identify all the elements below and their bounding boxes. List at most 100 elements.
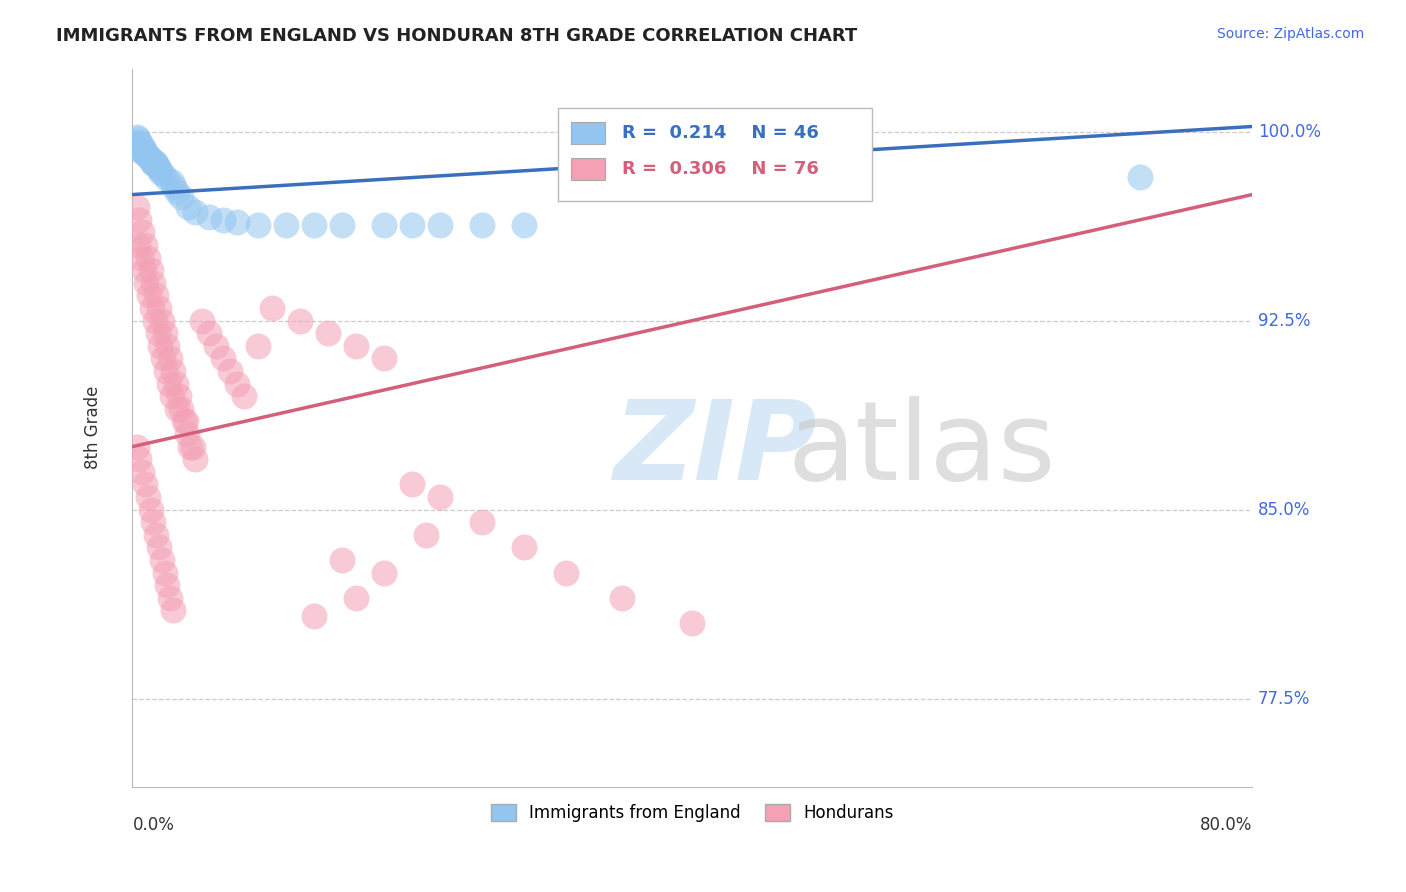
Point — [142, 154, 165, 169]
Point — [344, 591, 367, 605]
Point — [681, 616, 703, 631]
Point — [134, 238, 156, 252]
Point — [125, 129, 148, 144]
Text: atlas: atlas — [787, 396, 1056, 503]
Point — [415, 528, 437, 542]
Point — [139, 263, 162, 277]
Point — [373, 218, 395, 232]
Point — [166, 401, 188, 416]
Point — [125, 440, 148, 454]
Point — [304, 608, 326, 623]
Point — [129, 251, 152, 265]
Point — [139, 502, 162, 516]
Text: 92.5%: 92.5% — [1258, 311, 1310, 329]
Point — [145, 288, 167, 302]
Point — [143, 313, 166, 327]
Point — [176, 427, 198, 442]
Point — [513, 218, 536, 232]
Point — [429, 490, 451, 504]
Point — [131, 145, 153, 159]
Point — [136, 251, 159, 265]
Text: 100.0%: 100.0% — [1258, 122, 1320, 141]
Point — [212, 351, 235, 366]
Point — [148, 541, 170, 555]
Point — [401, 477, 423, 491]
Point — [149, 165, 172, 179]
Point — [290, 313, 312, 327]
Point — [219, 364, 242, 378]
Bar — [571, 122, 605, 144]
Point — [163, 180, 186, 194]
Point — [131, 139, 153, 153]
Point — [170, 190, 193, 204]
Point — [142, 276, 165, 290]
Point — [136, 150, 159, 164]
Point — [132, 142, 155, 156]
Text: R =  0.214    N = 46: R = 0.214 N = 46 — [621, 124, 818, 142]
Point — [205, 339, 228, 353]
Point — [181, 440, 204, 454]
Point — [167, 389, 190, 403]
Point — [198, 211, 221, 225]
Point — [134, 145, 156, 159]
Legend: Immigrants from England, Hondurans: Immigrants from England, Hondurans — [484, 797, 901, 829]
Point — [429, 218, 451, 232]
Point — [157, 376, 180, 391]
Text: 8th Grade: 8th Grade — [84, 386, 103, 469]
Point — [152, 168, 174, 182]
Point — [138, 150, 160, 164]
Point — [304, 218, 326, 232]
Point — [127, 132, 149, 146]
Point — [134, 147, 156, 161]
Point — [132, 263, 155, 277]
Point — [128, 135, 150, 149]
Point — [471, 515, 494, 529]
Point — [128, 452, 150, 467]
Point — [153, 566, 176, 580]
Point — [247, 218, 270, 232]
Point — [184, 205, 207, 219]
FancyBboxPatch shape — [558, 108, 872, 202]
Point — [143, 154, 166, 169]
Point — [165, 376, 187, 391]
Point — [142, 515, 165, 529]
Point — [148, 162, 170, 177]
Point — [513, 541, 536, 555]
Point — [156, 339, 179, 353]
Text: 80.0%: 80.0% — [1199, 815, 1253, 834]
Point — [612, 591, 634, 605]
Point — [555, 566, 578, 580]
Point — [141, 154, 163, 169]
Point — [174, 414, 197, 428]
Point — [139, 153, 162, 167]
Point — [146, 326, 169, 341]
Point — [212, 212, 235, 227]
Point — [1129, 169, 1152, 184]
Point — [134, 477, 156, 491]
Bar — [571, 158, 605, 180]
Point — [129, 137, 152, 152]
Point — [148, 301, 170, 315]
Point — [179, 440, 201, 454]
Point — [125, 200, 148, 214]
Point — [198, 326, 221, 341]
Point — [162, 603, 184, 617]
Point — [146, 160, 169, 174]
Text: ZIP: ZIP — [614, 396, 817, 503]
Point — [233, 389, 256, 403]
Text: 0.0%: 0.0% — [132, 815, 174, 834]
Point — [401, 218, 423, 232]
Point — [145, 157, 167, 171]
Point — [170, 401, 193, 416]
Point — [150, 313, 173, 327]
Point — [127, 238, 149, 252]
Point — [332, 553, 354, 567]
Point — [128, 212, 150, 227]
Point — [226, 376, 249, 391]
Point — [373, 351, 395, 366]
Point — [373, 566, 395, 580]
Point — [135, 276, 157, 290]
Point — [156, 578, 179, 592]
Text: R =  0.306    N = 76: R = 0.306 N = 76 — [621, 160, 818, 178]
Point — [139, 153, 162, 167]
